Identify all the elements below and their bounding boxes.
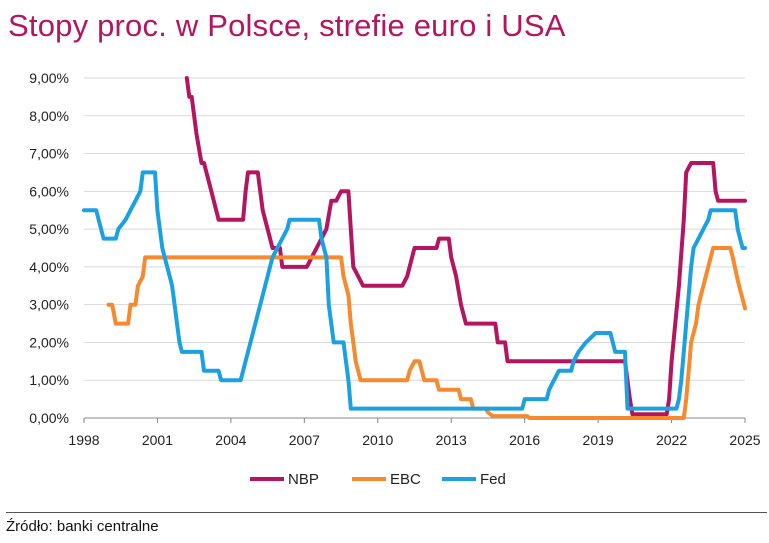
y-axis-ticks: 0,00% 1,00% 2,00% 3,00% 4,00% 5,00% 6,00% 7,00%…	[29, 70, 69, 426]
x-tick-label: 2016	[509, 432, 540, 448]
y-tick-label: 5,00%	[29, 221, 69, 237]
y-tick-label: 0,00%	[29, 410, 69, 426]
x-tick-label: 2004	[215, 432, 246, 448]
source-note: Źródło: banki centralne	[6, 518, 159, 535]
source-divider	[6, 512, 767, 513]
y-tick-label: 7,00%	[29, 146, 69, 162]
series-line-fed	[82, 170, 747, 411]
x-tick-label: 2001	[142, 432, 173, 448]
x-tick-label: 2022	[656, 432, 687, 448]
y-tick-label: 9,00%	[29, 70, 69, 86]
y-tick-label: 4,00%	[29, 259, 69, 275]
x-tick-label: 1998	[68, 432, 99, 448]
x-tick-label: 2010	[362, 432, 393, 448]
legend-label-nbp: NBP	[288, 471, 319, 488]
legend-label-ebc: EBC	[390, 471, 421, 488]
rates-line-chart: 0,00% 1,00% 2,00% 3,00% 4,00% 5,00% 6,00% 7,00%…	[29, 70, 761, 488]
series-line-nbp	[184, 76, 747, 417]
y-tick-label: 1,00%	[29, 372, 69, 388]
x-tick-label: 2013	[436, 432, 467, 448]
series-lines	[82, 76, 747, 420]
chart-title: Stopy proc. w Polsce, strefie euro i USA	[8, 8, 566, 43]
x-tick-label: 2025	[729, 432, 760, 448]
y-tick-label: 6,00%	[29, 183, 69, 199]
x-tick-label: 2019	[583, 432, 614, 448]
series-line-ebc	[106, 246, 747, 420]
x-tick-label: 2007	[289, 432, 320, 448]
legend: NBP EBC Fed	[250, 471, 506, 488]
y-tick-label: 2,00%	[29, 334, 69, 350]
y-tick-label: 8,00%	[29, 108, 69, 124]
y-tick-label: 3,00%	[29, 297, 69, 313]
x-axis-ticks: 1998 2001 2004 2007 2010 2013 2016 2019 2022 2025	[68, 418, 761, 448]
legend-label-fed: Fed	[480, 471, 506, 488]
